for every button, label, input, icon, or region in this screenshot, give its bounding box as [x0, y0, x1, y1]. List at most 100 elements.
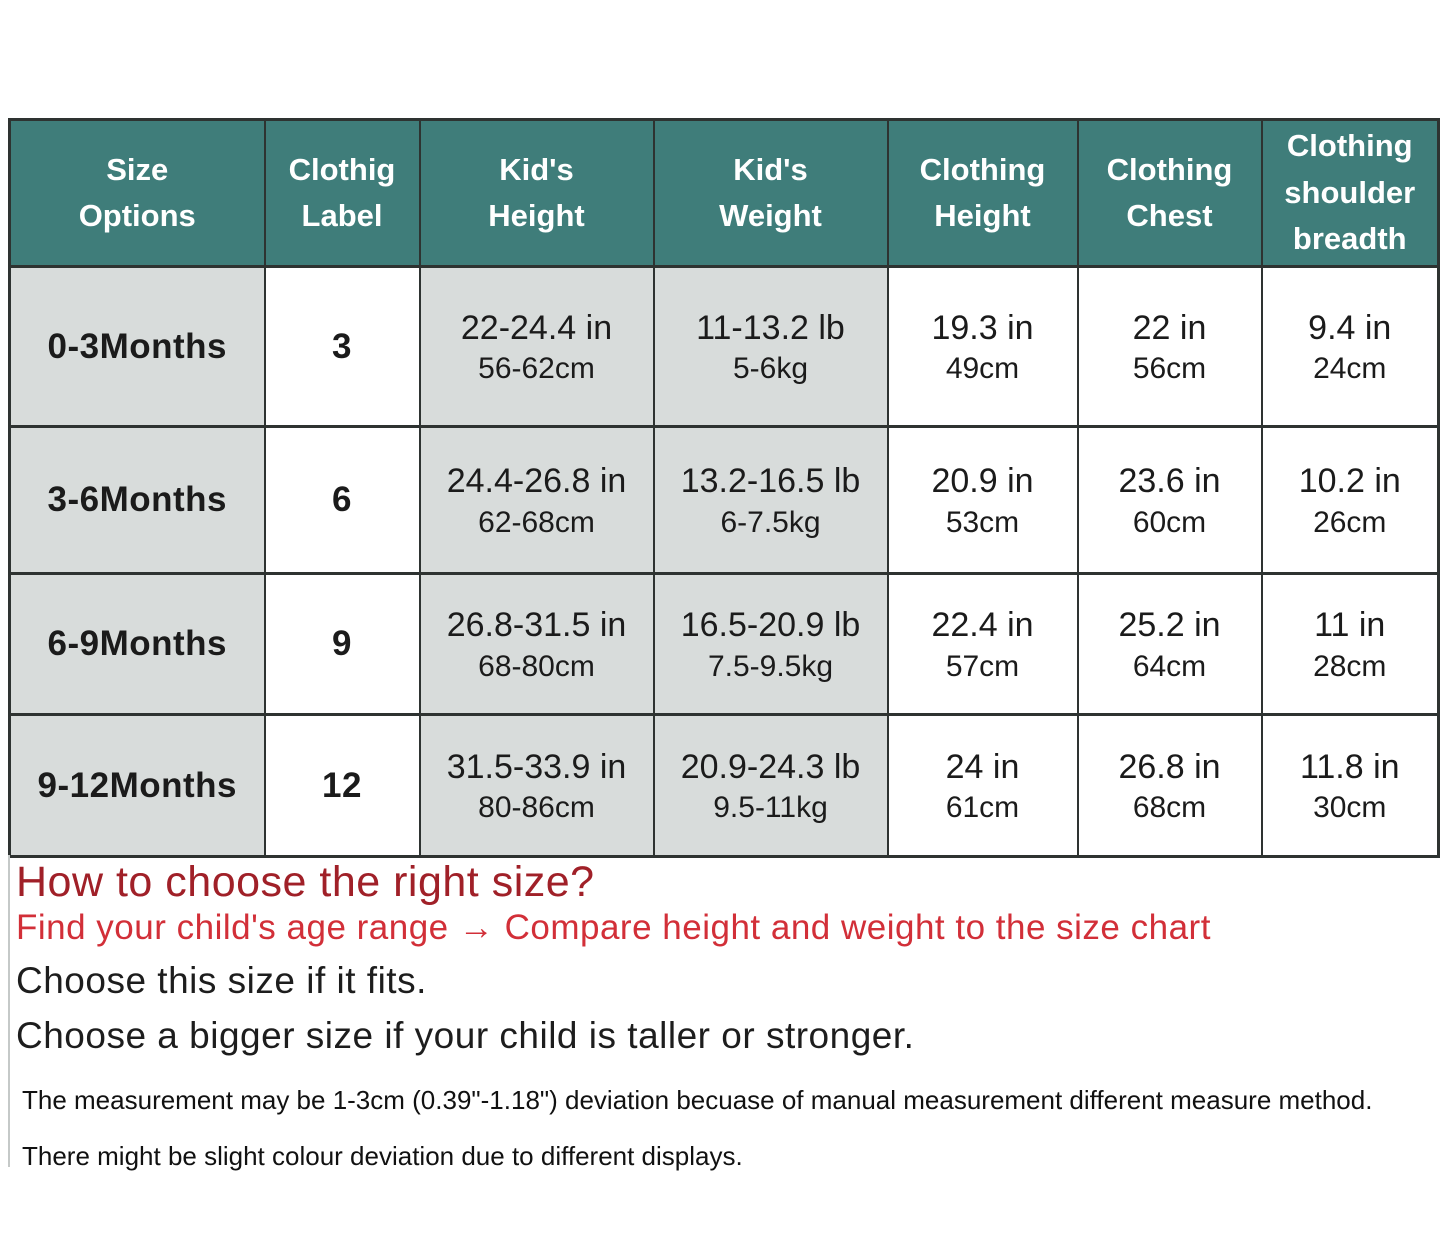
header-label: Clothing	[919, 151, 1046, 187]
cell-clothing-height: 19.3 in 49cm	[886, 265, 1079, 428]
table-left-border-artifact	[8, 855, 10, 1167]
cell-clothing-label: 9	[263, 572, 421, 716]
header-label: Kid's	[499, 151, 574, 187]
value-inches: 10.2 in	[1298, 462, 1401, 501]
cell-kids-height: 22-24.4 in 56-62cm	[418, 265, 655, 428]
header-label: Height	[488, 198, 585, 233]
value-cm: 68cm	[1132, 791, 1207, 825]
value-inches: 11.8 in	[1299, 747, 1400, 786]
value-cm: 53cm	[945, 505, 1020, 539]
header-label: Height	[934, 198, 1031, 233]
colour-disclaimer: There might be slight colour deviation d…	[22, 1141, 743, 1172]
cell-kids-weight: 11-13.2 lb 5-6kg	[652, 265, 889, 428]
value-cm: 26cm	[1313, 505, 1387, 539]
sizing-notes-section: How to choose the right size? Find your …	[0, 856, 1445, 1173]
value-kg: 6-7.5kg	[720, 505, 821, 539]
value-kg: 5-6kg	[732, 352, 809, 386]
value-inches: 20.9 in	[931, 462, 1034, 501]
value-cm: 61cm	[945, 791, 1020, 825]
fit-tip-line: Choose this size if it fits.	[16, 960, 427, 1002]
value-lb: 13.2-16.5 lb	[680, 462, 861, 501]
header-clothing-label: Clothig Label	[263, 118, 421, 268]
value-inches: 26.8 in	[1118, 747, 1221, 786]
table-row: 0-3Months 3 22-24.4 in 56-62cm 11-13.2 l…	[8, 265, 1440, 428]
value-inches: 22.4 in	[931, 606, 1034, 645]
table-row: 6-9Months 9 26.8-31.5 in 68-80cm 16.5-20…	[8, 572, 1440, 716]
cell-kids-height: 26.8-31.5 in 68-80cm	[418, 572, 655, 716]
cell-clothing-height: 20.9 in 53cm	[886, 425, 1079, 575]
header-label: Options	[78, 198, 196, 233]
table-row: 9-12Months 12 31.5-33.9 in 80-86cm 20.9-…	[8, 713, 1440, 858]
how-to-choose-heading: How to choose the right size?	[16, 858, 595, 906]
size-chart-table: Size Options Clothig Label Kid's Height …	[8, 118, 1440, 858]
measurement-disclaimer: The measurement may be 1-3cm (0.39"-1.18…	[22, 1084, 1373, 1115]
cell-clothing-label: 6	[263, 425, 421, 575]
cell-shoulder-breadth: 9.4 in 24cm	[1260, 265, 1440, 428]
value-cm: 57cm	[945, 649, 1020, 683]
header-size-options: Size Options	[8, 118, 266, 268]
cell-clothing-chest: 26.8 in 68cm	[1076, 713, 1263, 858]
header-label: Size	[106, 151, 169, 187]
value-cm: 60cm	[1132, 505, 1207, 539]
value-inches: 26.8-31.5 in	[446, 606, 627, 645]
header-kids-weight: Kid's Weight	[652, 118, 889, 268]
cell-clothing-label: 3	[263, 265, 421, 428]
cell-kids-weight: 13.2-16.5 lb 6-7.5kg	[652, 425, 889, 575]
header-label: breadth	[1292, 221, 1407, 257]
header-label: Label	[301, 198, 383, 233]
value-cm: 80-86cm	[478, 791, 595, 825]
value-cm: 68-80cm	[478, 649, 595, 683]
cell-size-option: 0-3Months	[8, 265, 266, 428]
header-label: Chest	[1126, 198, 1213, 233]
cell-clothing-chest: 22 in 56cm	[1076, 265, 1263, 428]
header-label: Clothing	[1286, 128, 1413, 164]
value-inches: 11 in	[1314, 606, 1386, 645]
value-cm: 62-68cm	[478, 505, 595, 539]
value-cm: 64cm	[1132, 649, 1207, 683]
header-label: Clothing	[1106, 151, 1233, 187]
cell-size-option: 3-6Months	[8, 425, 266, 575]
value-cm: 24cm	[1313, 352, 1387, 386]
header-label: Clothig	[288, 151, 396, 187]
value-kg: 9.5-11kg	[713, 791, 828, 825]
cell-shoulder-breadth: 11.8 in 30cm	[1260, 713, 1440, 858]
cell-clothing-chest: 25.2 in 64cm	[1076, 572, 1263, 716]
value-inches: 31.5-33.9 in	[446, 747, 627, 786]
header-clothing-height: Clothing Height	[886, 118, 1079, 268]
header-kids-height: Kid's Height	[418, 118, 655, 268]
value-cm: 56cm	[1132, 352, 1207, 386]
value-inches: 24 in	[945, 747, 1020, 786]
cell-clothing-label: 12	[263, 713, 421, 858]
value-inches: 19.3 in	[931, 308, 1034, 347]
value-inches: 9.4 in	[1308, 308, 1392, 347]
value-inches: 25.2 in	[1118, 606, 1221, 645]
value-inches: 24.4-26.8 in	[446, 462, 627, 501]
value-cm: 28cm	[1313, 649, 1387, 683]
cell-size-option: 9-12Months	[8, 713, 266, 858]
header-clothing-chest: Clothing Chest	[1076, 118, 1263, 268]
cell-kids-weight: 20.9-24.3 lb 9.5-11kg	[652, 713, 889, 858]
age-range-instruction: Find your child's age range → Compare he…	[16, 908, 1211, 948]
table-header-row: Size Options Clothig Label Kid's Height …	[8, 118, 1440, 268]
cell-shoulder-breadth: 10.2 in 26cm	[1260, 425, 1440, 575]
value-cm: 49cm	[945, 352, 1020, 386]
cell-size-option: 6-9Months	[8, 572, 266, 716]
header-label: Kid's	[733, 151, 808, 187]
value-cm: 56-62cm	[478, 352, 595, 386]
cell-kids-height: 24.4-26.8 in 62-68cm	[418, 425, 655, 575]
header-label: Weight	[719, 198, 822, 233]
cell-clothing-chest: 23.6 in 60cm	[1076, 425, 1263, 575]
value-kg: 7.5-9.5kg	[707, 649, 834, 683]
value-inches: 22-24.4 in	[460, 308, 613, 347]
cell-clothing-height: 24 in 61cm	[886, 713, 1079, 858]
header-shoulder-breadth: Clothing shoulder breadth	[1260, 118, 1440, 268]
value-cm: 30cm	[1313, 791, 1387, 825]
header-label: shoulder	[1284, 174, 1416, 210]
value-lb: 16.5-20.9 lb	[680, 606, 861, 645]
value-lb: 11-13.2 lb	[696, 308, 845, 347]
value-lb: 20.9-24.3 lb	[680, 747, 861, 786]
bigger-size-tip-line: Choose a bigger size if your child is ta…	[16, 1014, 915, 1056]
cell-clothing-height: 22.4 in 57cm	[886, 572, 1079, 716]
cell-kids-height: 31.5-33.9 in 80-86cm	[418, 713, 655, 858]
